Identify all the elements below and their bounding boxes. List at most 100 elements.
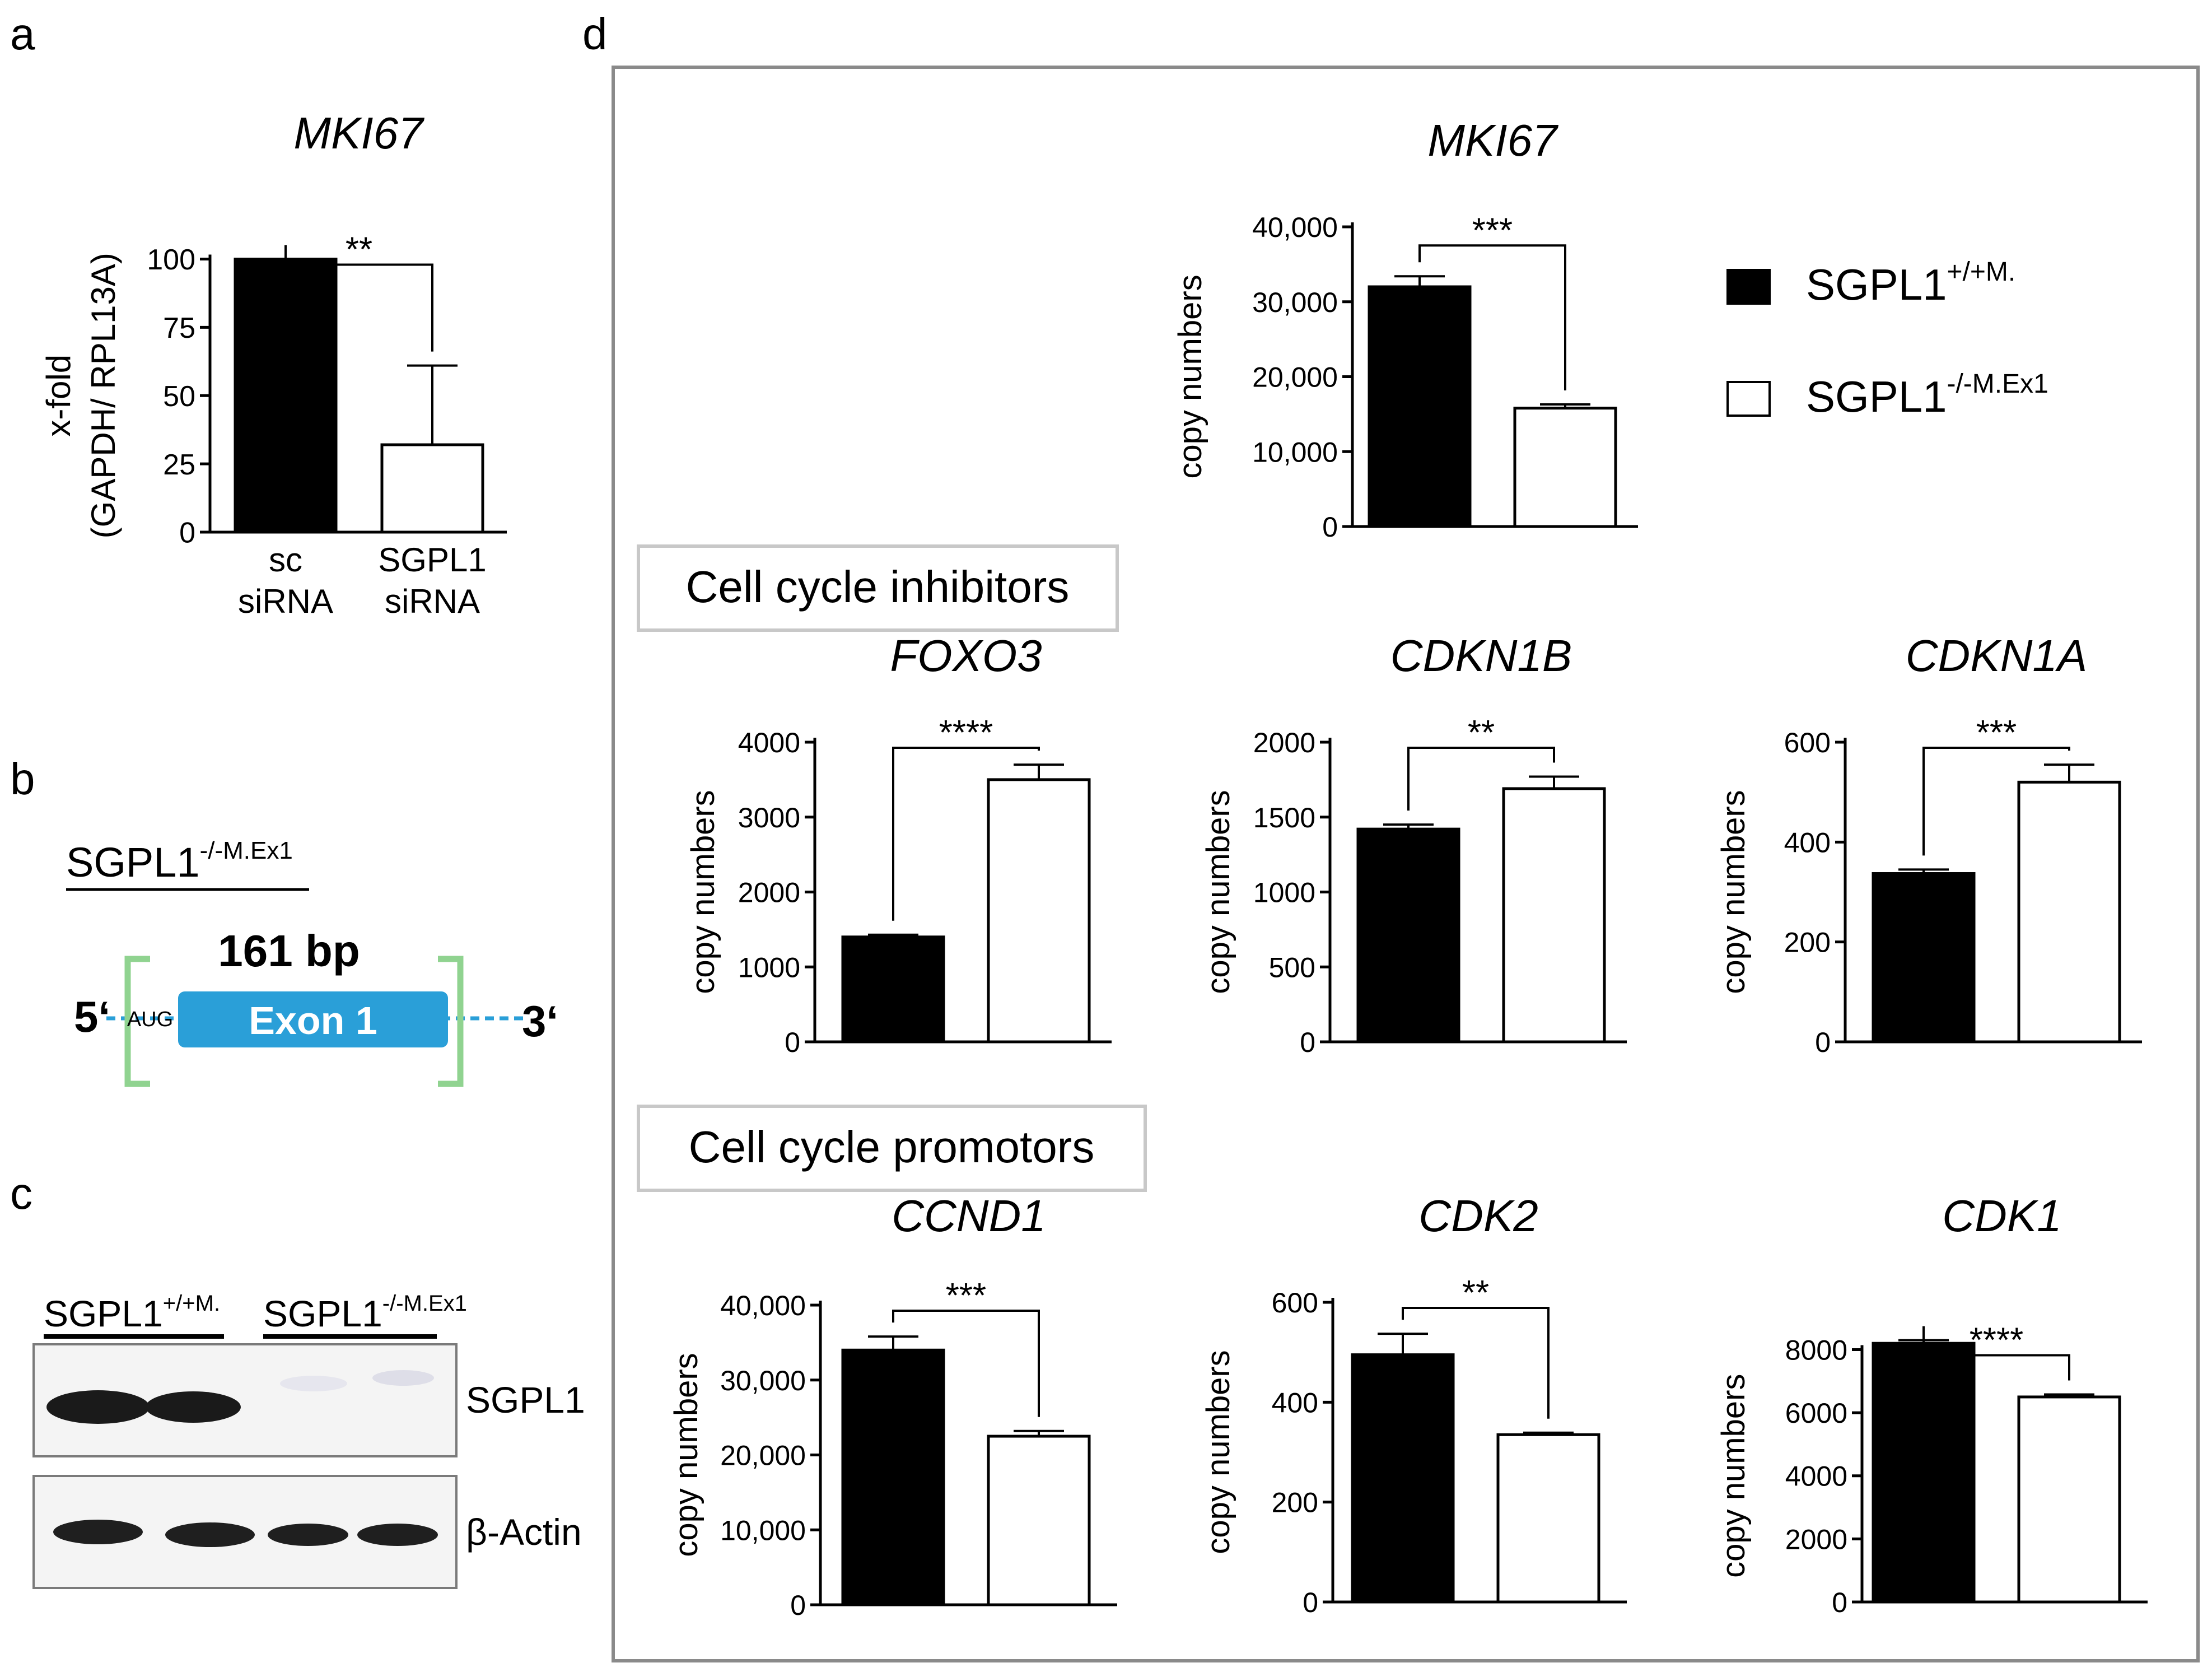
x-tick-label: sc [269,541,302,579]
chart-title: CCND1 [892,1191,1046,1241]
y-tick-label: 0 [179,517,195,549]
y-tick-label: 10,000 [1252,436,1338,468]
chart-d-mki67: MKI67 copy numbers 0 10,000 20,000 30,000 40,0… [1172,115,1638,543]
legend-label-ko: SGPL1-/-M.Ex1 [1806,369,2048,421]
inhibitors-label-box [637,544,1119,632]
chart-title: CDK2 [1418,1191,1538,1241]
significance-stars: **** [1970,1321,2024,1359]
blot-band [53,1520,143,1544]
y-axis-label: (GAPDH/ RPL13A) [85,253,122,538]
bar [987,1435,1091,1606]
blot-band [357,1524,438,1546]
y-tick-label: 6000 [1785,1398,1847,1429]
five-prime-label: 5‘ [74,992,110,1041]
y-tick-label: 200 [1272,1487,1318,1519]
panel-letter-d: d [582,9,608,59]
bar [2017,1395,2121,1604]
start-codon: AUG [127,1008,173,1031]
chart-title: CDK1 [1942,1191,2061,1241]
significance-bracket [892,747,1040,921]
promotors-label: Cell cycle promotors [689,1122,1095,1172]
bar [1872,872,1976,1044]
bar [1872,1342,1976,1604]
bracket-right-icon [438,956,464,1087]
chart-title: FOXO3 [890,631,1042,681]
y-tick-label: 400 [1784,827,1831,858]
chart-title: MKI67 [1427,115,1558,165]
y-tick-label: 30,000 [720,1365,806,1396]
y-tick-label: 0 [1832,1587,1847,1618]
significance-bracket [284,245,433,352]
y-tick-label: 20,000 [720,1440,806,1471]
y-tick-label: 8000 [1785,1334,1847,1366]
y-tick-label: 2000 [1785,1524,1847,1555]
chart-ccnd1: CCND1 copy numbers 0 10,000 20,000 30,000 40,0… [668,1191,1117,1621]
chart-title: CDKN1B [1390,631,1572,681]
exon-label: Exon 1 [249,999,377,1042]
y-axis-label: copy numbers [1715,1374,1752,1578]
y-axis-label: copy numbers [1715,790,1752,994]
y-tick-label: 2000 [738,877,800,909]
legend-label-wt: SGPL1+/+M. [1806,257,2015,309]
y-tick-label: 25 [163,449,195,481]
bar [234,258,338,534]
chart-foxo3: FOXO3 copy numbers 0 1000 2000 3000 4000 **** [685,631,1112,1058]
inhibitors-label: Cell cycle inhibitors [686,562,1070,612]
chart-title: MKI67 [293,108,424,158]
y-tick-label: 30,000 [1252,287,1338,318]
significance-stars: *** [946,1277,986,1315]
significance-stars: *** [1472,211,1513,250]
construct-size-label: 161 bp [218,926,360,976]
y-tick-label: 600 [1272,1287,1318,1319]
bar [841,935,945,1044]
bar [841,1348,945,1606]
construct-diagram: SGPL1-/-M.Ex1 161 bp Exon 1 AUG 5‘ 3‘ [66,837,558,1087]
y-tick-label: 3000 [738,802,800,833]
y-tick-label: 1500 [1253,802,1315,833]
y-axis-label: copy numbers [1200,1350,1236,1554]
significance-stars: ** [1468,714,1495,752]
bar [1351,1353,1455,1604]
y-tick-label: 100 [147,244,195,276]
y-tick-label: 600 [1784,727,1831,758]
significance-stars: ** [346,231,372,269]
bar [1368,285,1472,528]
y-tick-label: 0 [1815,1027,1831,1058]
three-prime-label: 3‘ [522,996,558,1046]
y-tick-label: 40,000 [720,1290,806,1321]
y-tick-label: 400 [1272,1387,1318,1418]
construct-genotype: SGPL1-/-M.Ex1 [66,837,293,886]
blot-band-faint [372,1370,434,1386]
x-tick-label: siRNA [385,583,480,620]
y-tick-label: 2000 [1253,727,1315,758]
y-axis-label: copy numbers [1200,790,1236,994]
significance-bracket [892,1310,1040,1417]
chart-a-mki67: MKI67 x-fold (GAPDH/ RPL13A) 0 25 50 75 100 ** sc… [40,108,507,620]
promotors-label-box [637,1105,1147,1192]
y-tick-label: 500 [1269,952,1315,983]
significance-bracket [1418,244,1566,390]
bar [1502,787,1606,1044]
exon-box [178,991,448,1047]
panel-letter-c: c [10,1168,32,1218]
y-tick-label: 50 [163,380,195,413]
significance-bracket [1922,747,2070,856]
panel-letter-b: b [10,754,35,804]
blot-band-faint [280,1376,347,1391]
bar [1356,827,1460,1044]
bar [380,443,484,534]
blot-band [165,1522,255,1547]
chart-cdkn1b: CDKN1B copy numbers 0 500 1000 1500 2000 ** [1200,631,1627,1058]
bar [987,778,1091,1044]
blot-band-label-actin: β-Actin [466,1511,582,1553]
bar [1496,1433,1600,1604]
x-tick-label: siRNA [238,583,333,620]
y-tick-label: 1000 [1253,877,1315,909]
bar [2017,780,2121,1044]
y-tick-label: 20,000 [1252,362,1338,393]
y-tick-label: 4000 [1785,1461,1847,1492]
y-tick-label: 75 [163,312,195,344]
bracket-left-icon [124,956,150,1087]
y-tick-label: 10,000 [720,1515,806,1546]
legend-swatch-ko [1726,381,1771,417]
